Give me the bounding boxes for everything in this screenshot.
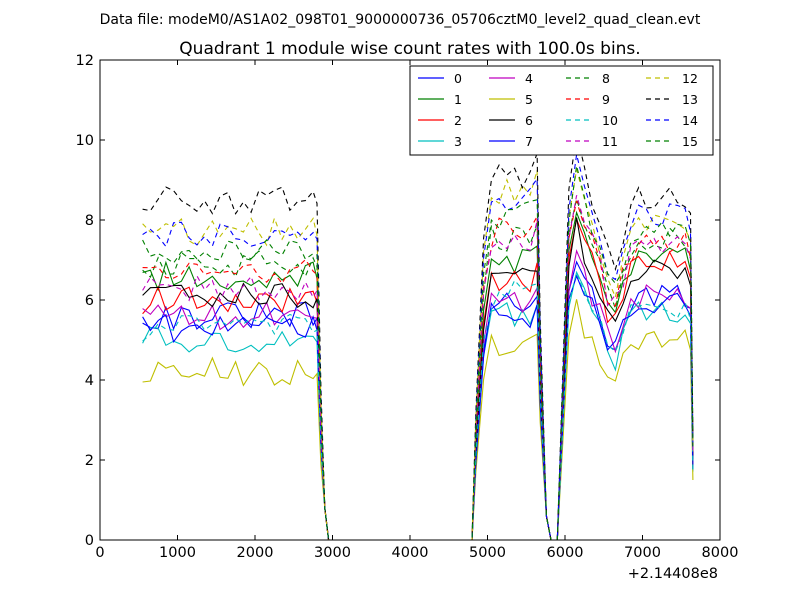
x-tick-label: 3000 (314, 545, 351, 561)
x-tick-label: 1000 (159, 545, 196, 561)
series-line-15 (142, 165, 694, 540)
x-tick-label: 7000 (624, 545, 661, 561)
series-line-6 (142, 217, 694, 540)
y-tick-label: 12 (76, 53, 94, 69)
x-tick-label: 6000 (547, 545, 584, 561)
x-tick-label: 0 (95, 545, 104, 561)
y-tick-label: 0 (85, 533, 94, 549)
legend-label-0: 0 (454, 71, 462, 86)
x-tick-label: 5000 (469, 545, 506, 561)
legend-label-11: 11 (602, 134, 618, 149)
x-axis: 0 1000 2000 3000 4000 5000 6000 7000 8000 (95, 60, 738, 561)
x-tick-label: 4000 (392, 545, 429, 561)
series-line-9 (142, 200, 694, 540)
legend-label-5: 5 (525, 92, 533, 107)
x-tick-label: 8000 (702, 545, 739, 561)
legend-label-6: 6 (525, 113, 533, 128)
legend-label-12: 12 (682, 71, 698, 86)
legend-label-9: 9 (602, 92, 610, 107)
legend-label-14: 14 (682, 113, 698, 128)
y-tick-label: 8 (85, 213, 94, 229)
series-line-1 (142, 210, 694, 540)
legend-label-13: 13 (682, 92, 698, 107)
legend-label-3: 3 (454, 134, 462, 149)
chart-title: Quadrant 1 module wise count rates with … (179, 39, 640, 59)
y-tick-label: 6 (85, 293, 94, 309)
legend-label-8: 8 (602, 71, 610, 86)
x-tick-label: 2000 (237, 545, 274, 561)
series-line-3 (142, 270, 694, 540)
series-line-14 (142, 154, 694, 540)
y-tick-label: 4 (85, 373, 94, 389)
series-line-13 (142, 133, 694, 540)
legend-label-10: 10 (602, 113, 618, 128)
y-tick-label: 2 (85, 453, 94, 469)
y-tick-label: 10 (76, 133, 94, 149)
series-line-10 (142, 270, 694, 540)
series-line-11 (142, 195, 694, 540)
legend-label-4: 4 (525, 71, 533, 86)
series-line-7 (142, 274, 694, 540)
legend-label-15: 15 (682, 134, 698, 149)
legend-frame (409, 65, 714, 156)
legend-label-1: 1 (454, 92, 462, 107)
series-line-5 (142, 299, 694, 540)
series-layer (142, 133, 694, 540)
x-offset-label: +2.14408e8 (628, 566, 718, 582)
legend-label-7: 7 (525, 134, 533, 149)
chart-supertitle: Data file: modeM0/AS1A02_098T01_90000007… (100, 12, 701, 28)
series-line-4 (142, 249, 694, 540)
legend-label-2: 2 (454, 113, 462, 128)
series-line-12 (142, 169, 694, 540)
